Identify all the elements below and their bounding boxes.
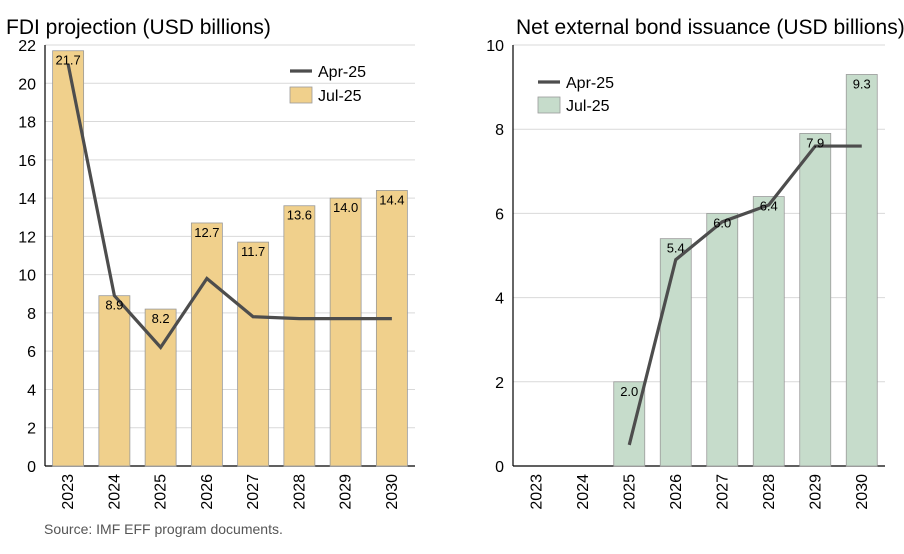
chart1-title: FDI projection (USD billions): [6, 16, 271, 39]
chart1-y-tick-label-2: 2: [27, 421, 36, 438]
chart1-bar-2026: [190, 222, 223, 467]
chart1-y-tick-label-10: 10: [18, 268, 36, 285]
chart1-y-tick-label-4: 4: [27, 382, 36, 399]
chart1-bar-2027: [237, 241, 270, 467]
chart1-bar-2029: [329, 197, 362, 467]
chart1-legend-label-apr25: Apr-25: [318, 64, 366, 81]
chart1-x-tick-label-2027: 2027: [245, 474, 262, 510]
chart2-x-tick-label-2025: 2025: [621, 474, 638, 510]
chart2-x-tick-label-2027: 2027: [714, 474, 731, 510]
chart2-legend-label-jul25: Jul-25: [566, 98, 610, 115]
source-note: Source: IMF EFF program documents.: [44, 521, 283, 537]
chart1-y-tick-label-12: 12: [18, 229, 36, 246]
chart1-data-label-2026: 12.7: [194, 225, 219, 240]
chart1-y-tick-label-0: 0: [27, 459, 36, 476]
chart1-x-tick-label-2023: 2023: [60, 474, 77, 510]
chart1-y-tick-label-22: 22: [18, 38, 36, 55]
chart2-data-label-2026: 5.4: [667, 241, 685, 256]
chart1-x-tick-label-2024: 2024: [106, 474, 123, 510]
chart1-data-label-2024: 8.9: [105, 298, 123, 313]
chart2-bar-2028: [752, 196, 785, 467]
chart2-x-tick-label-2024: 2024: [575, 474, 592, 510]
chart1-x-tick-label-2025: 2025: [153, 474, 170, 510]
chart2-bar-2029: [799, 133, 832, 467]
chart1-legend-swatch-jul25: [289, 86, 313, 104]
chart1-y-tick-label-18: 18: [18, 115, 36, 132]
chart2-legend-swatch-jul25: [537, 96, 561, 114]
chart1-line-apr25: [66, 63, 392, 350]
chart1-data-label-2030: 14.4: [379, 192, 404, 207]
chart2-bar-2025: [613, 381, 646, 467]
chart1-data-label-2025: 8.2: [152, 311, 170, 326]
chart2-data-label-2028: 6.4: [760, 199, 778, 214]
chart2-legend-label-apr25: Apr-25: [566, 75, 614, 92]
chart1-y-tick-label-16: 16: [18, 153, 36, 170]
chart1-data-label-2023: 21.7: [55, 53, 80, 68]
chart1-y-tick-label-8: 8: [27, 306, 36, 323]
chart2-data-label-2025: 2.0: [620, 384, 638, 399]
chart1-bar-2024: [98, 295, 131, 467]
chart2-title: Net external bond issuance (USD billions…: [516, 16, 904, 39]
chart1-x-tick-label-2029: 2029: [338, 474, 355, 510]
chart2-bar-2026: [659, 238, 692, 467]
chart2-y-tick-label-8: 8: [495, 122, 504, 139]
chart1-data-label-2027: 11.7: [241, 244, 265, 259]
chart2-y-tick-label-10: 10: [486, 38, 504, 55]
chart2-y-tick-label-2: 2: [495, 375, 504, 392]
chart2-data-label-2029: 7.9: [806, 135, 824, 150]
chart1-legend-label-jul25: Jul-25: [318, 88, 362, 105]
chart2-y-tick-label-4: 4: [495, 291, 504, 308]
chart1-data-label-2028: 13.6: [287, 208, 312, 223]
chart1-x-tick-label-2028: 2028: [291, 474, 308, 510]
chart1-bar-2030: [375, 190, 408, 467]
chart1-x-tick-label-2026: 2026: [199, 474, 216, 510]
chart2-line-apr25: [627, 144, 862, 446]
chart2-x-tick-label-2023: 2023: [528, 474, 545, 510]
chart1-data-label-2029: 14.0: [333, 200, 358, 215]
chart2-y-tick-label-6: 6: [495, 206, 504, 223]
chart2-x-tick-label-2028: 2028: [761, 474, 778, 510]
chart1-y-tick-label-14: 14: [18, 191, 36, 208]
chart2-x-tick-label-2026: 2026: [668, 474, 685, 510]
chart1-y-tick-label-20: 20: [18, 76, 36, 93]
chart2-bar-2027: [706, 212, 739, 467]
chart2-y-tick-label-0: 0: [495, 459, 504, 476]
chart1-x-tick-label-2030: 2030: [384, 474, 401, 510]
chart2-data-label-2030: 9.3: [853, 76, 871, 91]
chart2-data-label-2027: 6.0: [713, 215, 731, 230]
chart2-x-tick-label-2029: 2029: [807, 474, 824, 510]
chart2-bar-2030: [845, 74, 878, 467]
chart1-bar-2028: [283, 205, 316, 467]
chart2-x-tick-label-2030: 2030: [854, 474, 871, 510]
chart1-y-tick-label-6: 6: [27, 344, 36, 361]
